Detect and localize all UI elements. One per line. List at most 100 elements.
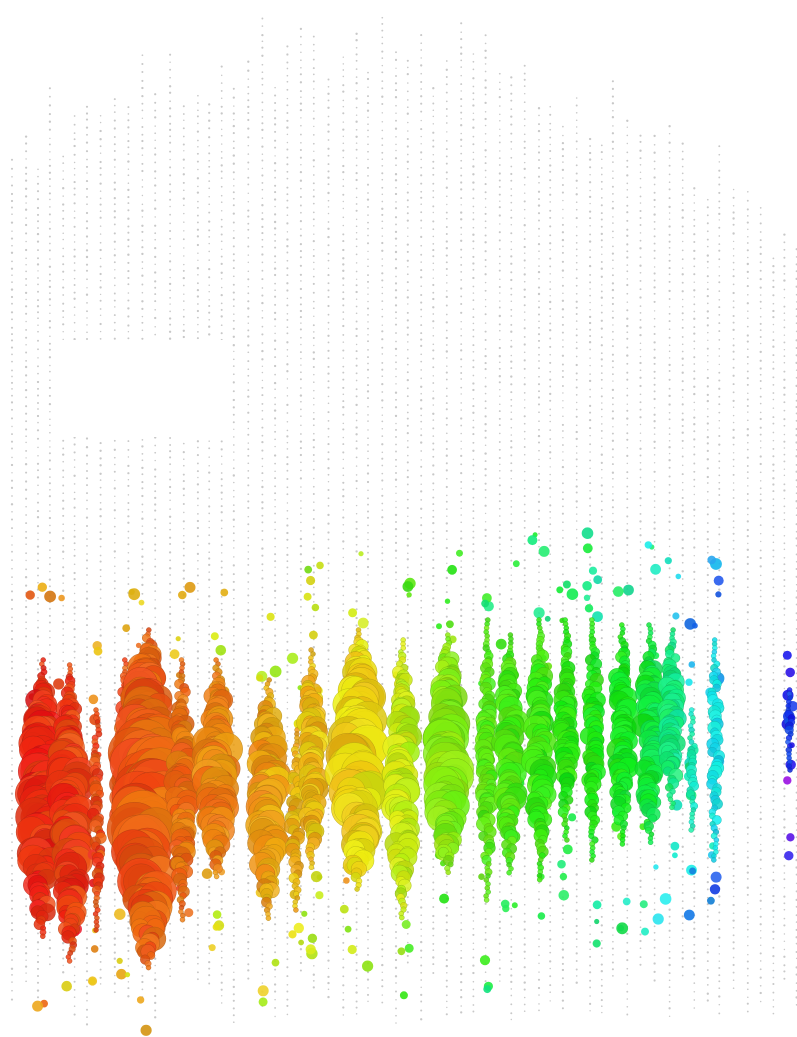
gray-dot xyxy=(86,532,88,534)
gray-dot xyxy=(472,517,475,520)
gray-dot xyxy=(127,648,130,651)
gray-dot xyxy=(11,735,13,738)
gray-dot xyxy=(313,397,315,400)
gray-dot xyxy=(141,162,144,165)
gray-dot xyxy=(233,496,235,498)
gray-dot xyxy=(141,541,144,544)
gray-dot xyxy=(196,470,199,473)
gray-dot xyxy=(169,528,172,531)
gray-dot xyxy=(432,390,434,392)
gray-dot xyxy=(445,247,448,250)
gray-dot xyxy=(24,952,28,955)
gray-dot xyxy=(141,179,144,181)
gray-dot xyxy=(394,549,398,552)
gray-dot xyxy=(286,282,289,285)
gray-dot xyxy=(113,143,116,146)
gray-dot xyxy=(472,292,475,294)
gray-dot xyxy=(154,147,157,150)
gray-dot xyxy=(472,411,475,414)
gray-dot xyxy=(197,590,199,592)
gray-dot xyxy=(472,565,475,568)
gray-dot xyxy=(220,956,223,959)
gray-dot xyxy=(99,216,102,219)
gray-dot xyxy=(247,209,250,212)
gray-dot xyxy=(85,269,89,272)
gray-dot xyxy=(113,609,116,613)
gray-dot xyxy=(127,238,130,242)
gray-dot xyxy=(394,258,398,261)
gray-dot xyxy=(247,285,250,288)
gray-dot xyxy=(197,962,199,965)
gray-dot xyxy=(183,221,185,223)
gray-dot xyxy=(261,128,264,132)
gray-dot xyxy=(355,32,358,35)
gray-dot xyxy=(395,458,397,461)
gray-dot xyxy=(549,337,552,340)
gray-dot xyxy=(49,424,51,427)
gray-dot xyxy=(11,394,13,397)
gray-dot xyxy=(472,335,475,338)
gray-dot xyxy=(472,672,475,675)
gray-dot xyxy=(220,332,223,335)
gray-dot xyxy=(247,136,250,139)
gray-dot xyxy=(113,223,116,226)
gray-dot xyxy=(11,425,13,428)
gray-dot xyxy=(49,661,51,664)
gray-dot xyxy=(73,338,76,341)
gray-dot xyxy=(327,341,330,344)
gray-dot xyxy=(168,551,172,554)
gray-dot xyxy=(432,343,435,346)
gray-dot xyxy=(286,363,289,366)
gray-dot xyxy=(261,232,264,235)
gray-dot xyxy=(141,466,144,470)
gray-dot xyxy=(261,960,264,963)
gray-dot xyxy=(85,150,89,153)
gray-dot xyxy=(232,539,235,542)
gray-dot xyxy=(313,541,315,544)
gray-dot xyxy=(261,358,264,361)
gray-dot xyxy=(538,114,540,117)
gray-dot xyxy=(10,667,14,670)
gray-dot xyxy=(247,292,250,295)
gray-dot xyxy=(49,963,51,966)
gray-dot xyxy=(261,101,264,104)
gray-dot xyxy=(300,631,302,634)
gray-dot xyxy=(445,186,448,189)
gray-dot xyxy=(261,973,264,976)
gray-dot xyxy=(327,898,330,901)
gray-dot xyxy=(300,357,302,360)
gray-dot xyxy=(196,832,200,835)
gray-dot xyxy=(208,304,211,308)
gray-dot xyxy=(62,178,64,181)
gray-dot xyxy=(286,222,289,225)
gray-dot xyxy=(445,529,448,533)
gray-dot xyxy=(523,574,526,577)
gray-dot xyxy=(472,747,475,750)
gray-dot xyxy=(11,690,13,692)
gray-dot xyxy=(510,883,513,887)
gray-dot xyxy=(498,157,501,159)
gray-dot xyxy=(406,636,409,640)
gray-dot xyxy=(537,292,541,296)
gray-dot xyxy=(484,234,487,237)
gray-dot xyxy=(499,913,501,916)
gray-dot xyxy=(49,524,51,527)
gray-dot xyxy=(432,235,435,238)
gray-dot xyxy=(261,25,264,27)
gray-dot xyxy=(274,930,276,932)
gray-dot xyxy=(523,692,526,695)
gray-dot xyxy=(99,960,102,963)
gray-dot xyxy=(381,213,384,216)
gray-dot xyxy=(472,308,475,310)
gray-dot xyxy=(247,335,250,338)
gray-dot xyxy=(394,653,398,656)
gray-dot xyxy=(232,305,235,307)
gray-dot xyxy=(432,375,435,377)
gray-dot xyxy=(327,522,330,525)
gray-dot xyxy=(37,574,39,577)
gray-dot xyxy=(86,302,88,304)
gray-dot xyxy=(445,261,448,264)
gray-dot xyxy=(367,123,369,126)
gray-dot xyxy=(86,705,88,708)
gray-dot xyxy=(48,939,51,942)
